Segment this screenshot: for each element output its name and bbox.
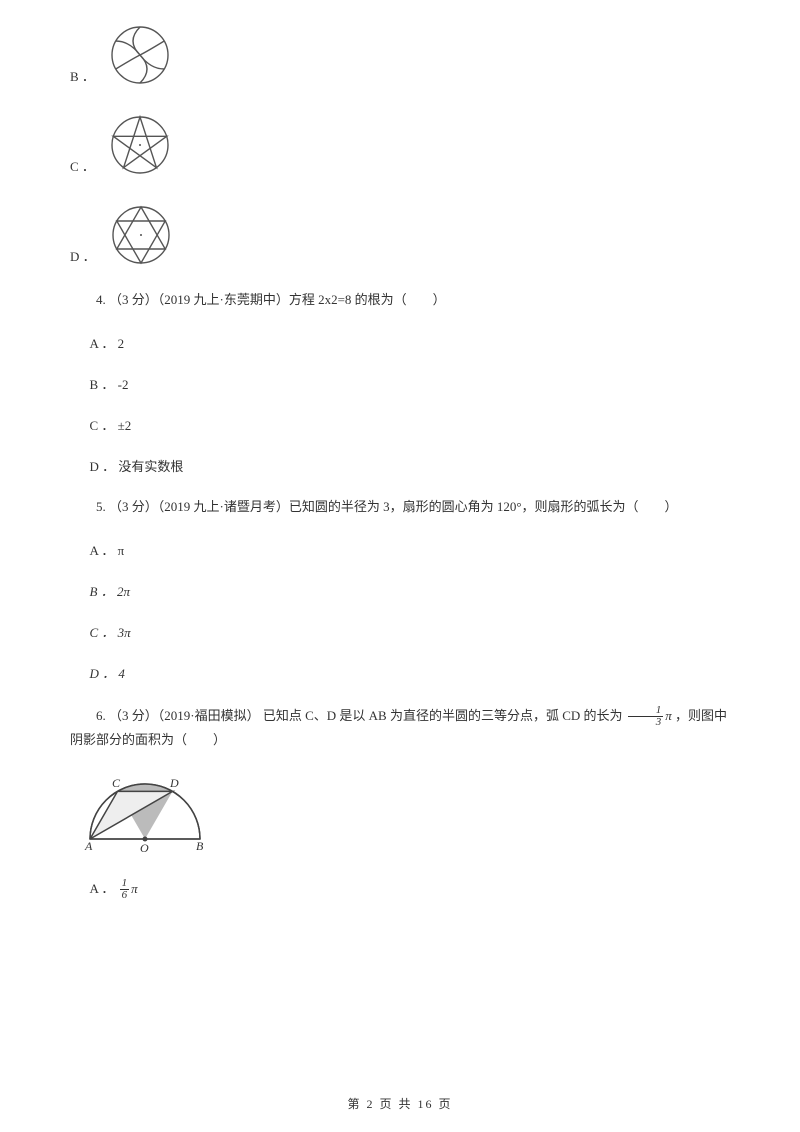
q6-pi: π xyxy=(665,708,672,723)
page-footer: 第 2 页 共 16 页 xyxy=(0,1095,800,1112)
q4-option-b: B ． -2 xyxy=(70,374,730,393)
q4-option-a: A ． 2 xyxy=(70,333,730,352)
q5-option-a: A ． π xyxy=(70,540,730,559)
question-5: 5. （3 分）（2019 九上·诸暨月考）已知圆的半径为 3，扇形的圆心角为 … xyxy=(70,497,730,518)
semicircle-figure: A B C D O xyxy=(80,774,730,858)
q6-a-prefix: A ． xyxy=(90,881,115,896)
svg-text:O: O xyxy=(140,841,149,854)
hexagram-circle-icon xyxy=(106,200,176,270)
q5-option-c: C ． 3π xyxy=(70,622,730,641)
svg-text:C: C xyxy=(112,776,121,790)
option-d-row: D ． xyxy=(70,200,730,270)
pentagram-circle-icon xyxy=(105,110,175,180)
q5-option-d: D ． 4 xyxy=(70,663,730,682)
q4-option-c: C ． ±2 xyxy=(70,415,730,434)
q6-a-fraction: 1 6 xyxy=(120,878,130,901)
svg-text:D: D xyxy=(169,776,179,790)
q6-fraction: 1 3 xyxy=(628,705,664,728)
q6-a-pi: π xyxy=(131,881,138,896)
option-b-label: B ． xyxy=(70,66,95,85)
svg-text:B: B xyxy=(196,839,204,853)
question-6: 6. （3 分）（2019·福田模拟） 已知点 C、D 是以 AB 为直径的半圆… xyxy=(70,704,730,752)
semicircle-icon: A B C D O xyxy=(80,774,220,854)
q4-option-d: D ． 没有实数根 xyxy=(70,456,730,475)
q5-option-b: B ． 2π xyxy=(70,581,730,600)
option-c-label: C ． xyxy=(70,156,95,175)
question-4: 4. （3 分）（2019 九上·东莞期中）方程 2x2=8 的根为（ ） xyxy=(70,290,730,311)
option-d-label: D ． xyxy=(70,246,96,265)
option-b-row: B ． xyxy=(70,20,730,90)
swirl-circle-icon xyxy=(105,20,175,90)
svg-text:A: A xyxy=(84,839,93,853)
option-c-row: C ． xyxy=(70,110,730,180)
q6-text-before: 6. （3 分）（2019·福田模拟） 已知点 C、D 是以 AB 为直径的半圆… xyxy=(96,708,626,723)
q6-option-a: A ． 1 6 π xyxy=(70,878,730,902)
